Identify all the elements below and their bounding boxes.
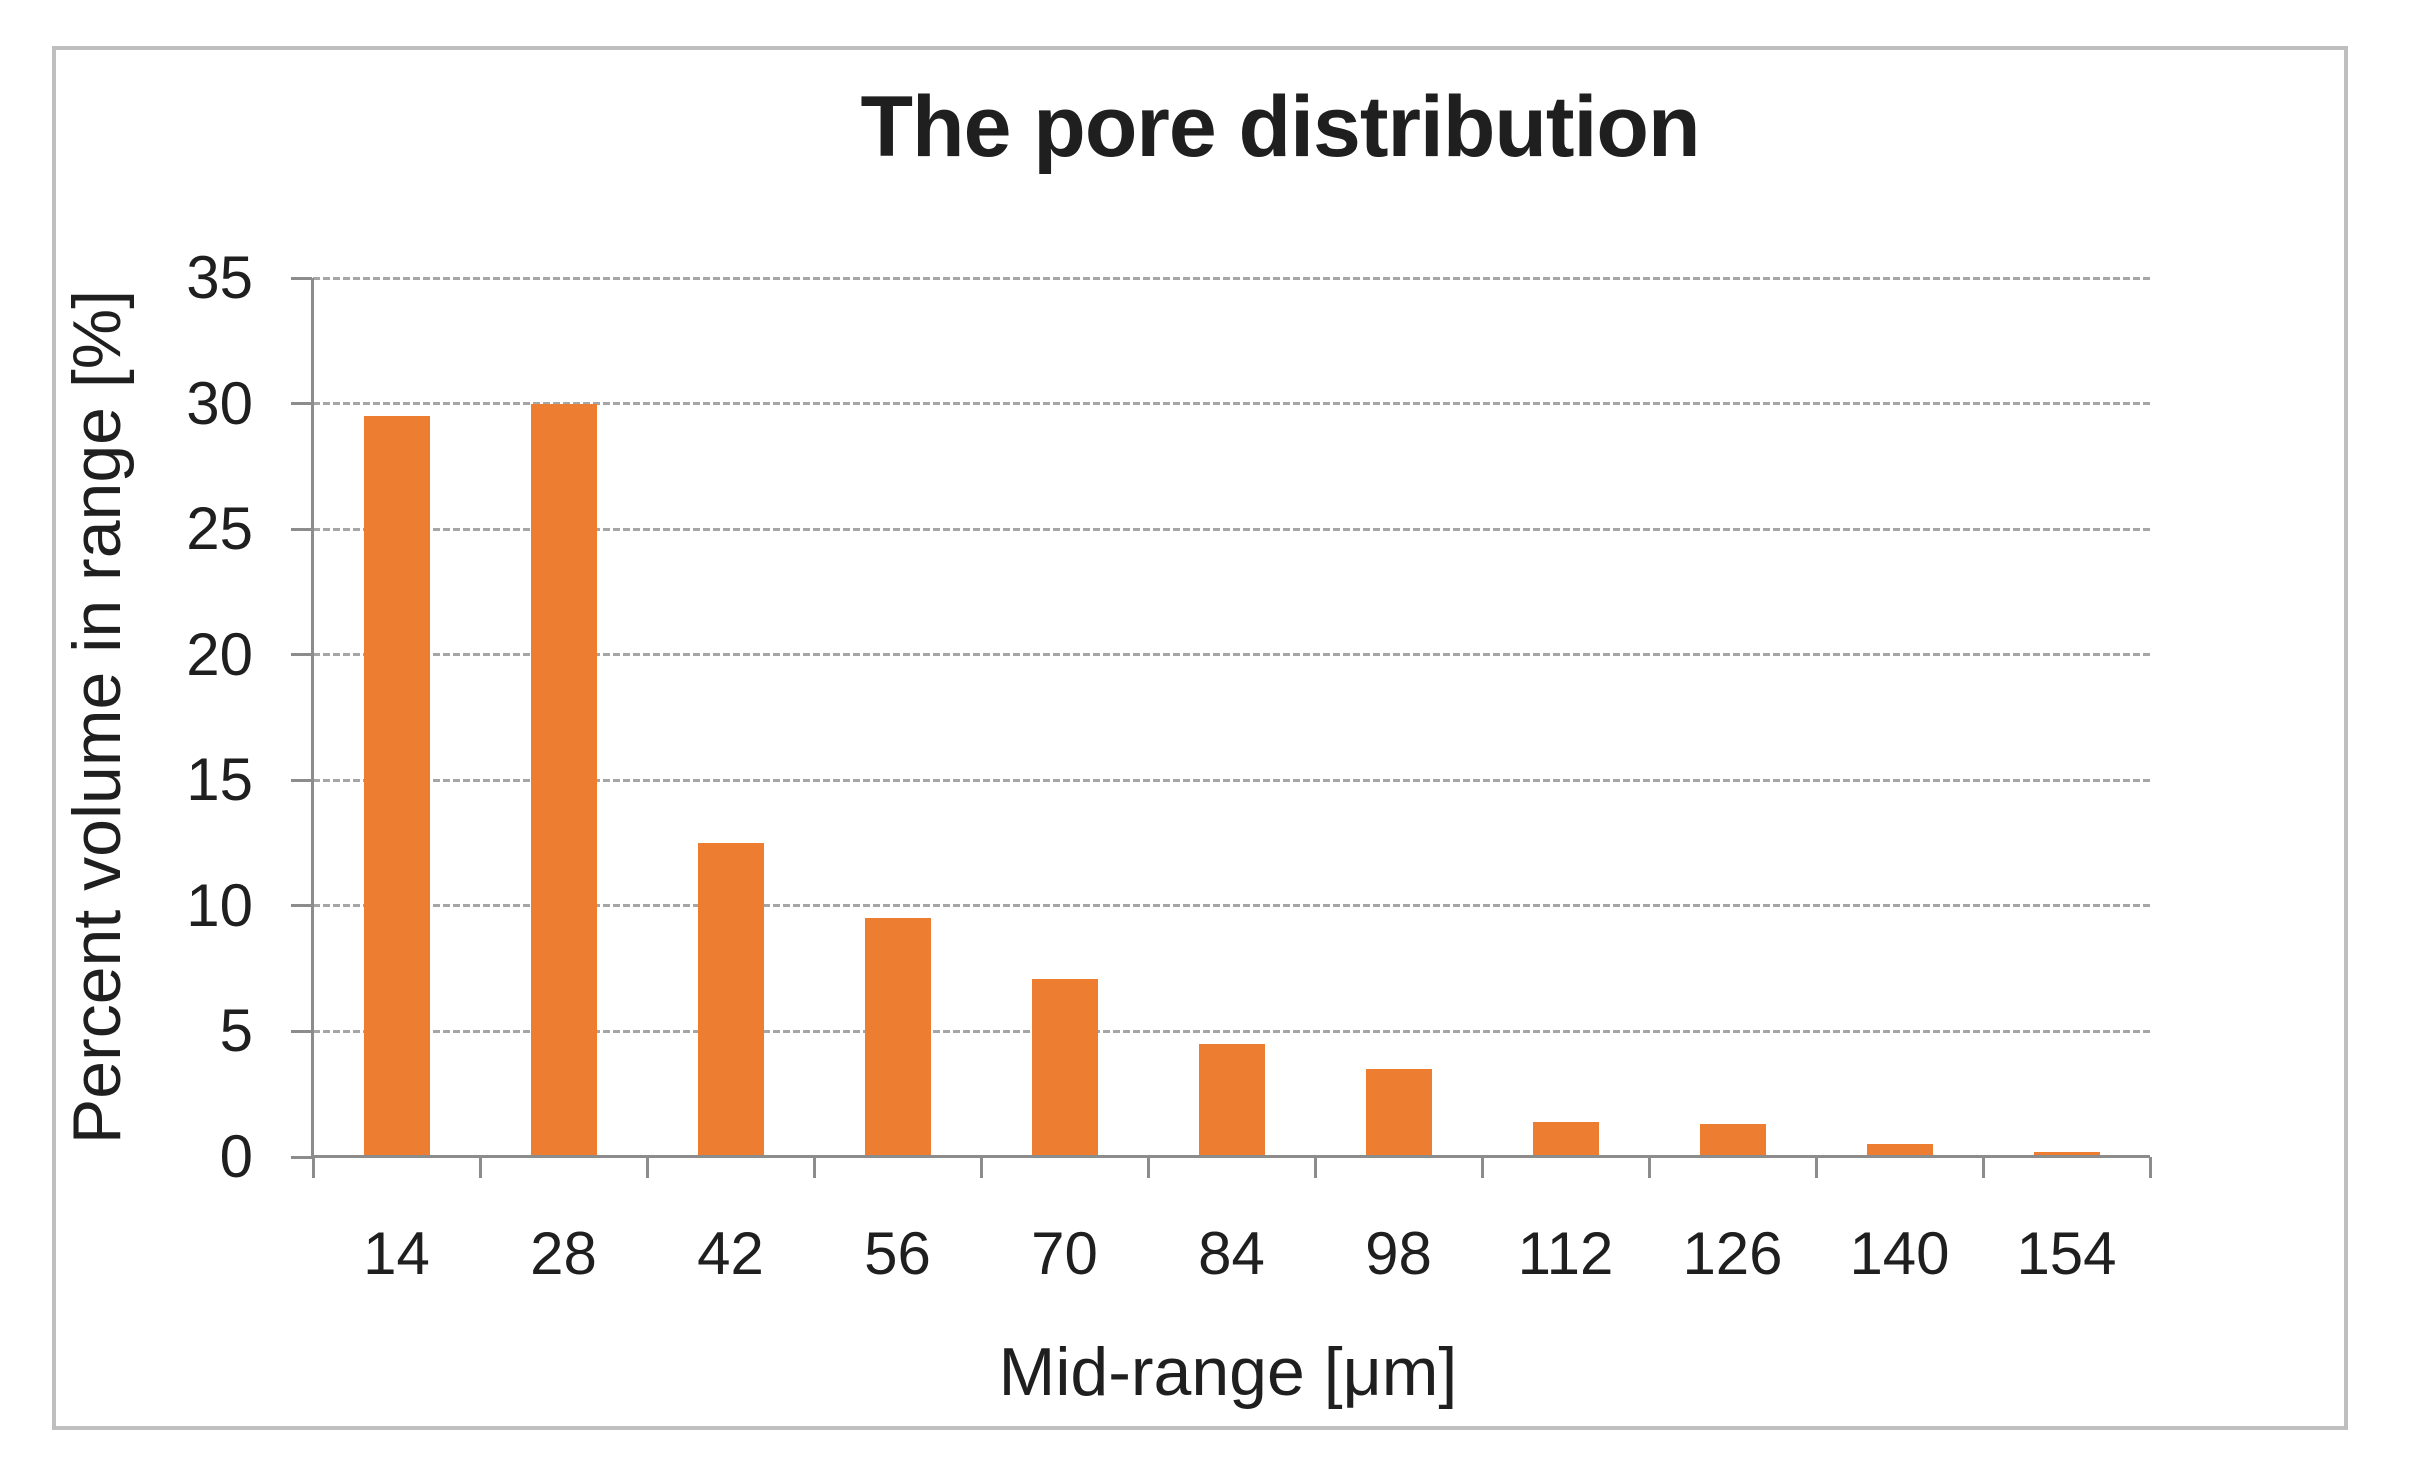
- x-tick-10: [1981, 1157, 1985, 1178]
- bar-112: [1532, 1121, 1599, 1157]
- y-tick-20: [291, 653, 312, 657]
- gridline-10: [313, 904, 2150, 908]
- gridline-30: [313, 402, 2150, 406]
- chart-frame: The pore distribution Percent volume in …: [52, 46, 2348, 1430]
- gridline-20: [313, 653, 2150, 657]
- y-tick-label-20: 20: [186, 620, 253, 688]
- bar-42: [697, 843, 764, 1157]
- y-tick-10: [291, 904, 312, 908]
- x-tick-3: [812, 1157, 816, 1178]
- bar-140: [1866, 1144, 1933, 1157]
- x-axis-line: [313, 1155, 2150, 1158]
- gridline-15: [313, 778, 2150, 782]
- plot-area: [291, 276, 2152, 1178]
- bar-70: [1031, 978, 1098, 1157]
- y-tick-label-10: 10: [186, 871, 253, 939]
- gridline-25: [313, 527, 2150, 531]
- y-tick-15: [291, 778, 312, 782]
- bar-14: [363, 416, 430, 1157]
- y-tick-label-5: 5: [219, 997, 253, 1065]
- x-tick-6: [1313, 1157, 1317, 1178]
- y-axis-line: [311, 278, 314, 1157]
- chart-title: The pore distribution: [860, 79, 1701, 175]
- x-tick-1: [478, 1157, 482, 1178]
- bar-28: [530, 403, 597, 1157]
- y-tick-label-15: 15: [186, 746, 253, 814]
- x-tick-9: [1814, 1157, 1818, 1178]
- bar-56: [864, 918, 931, 1157]
- y-tick-label-25: 25: [186, 495, 253, 563]
- y-tick-30: [291, 402, 312, 406]
- x-tick-2: [645, 1157, 649, 1178]
- x-tick-label-154: 154: [2016, 1220, 2117, 1287]
- y-tick-label-0: 0: [219, 1123, 253, 1190]
- x-tick-5: [1146, 1157, 1150, 1178]
- y-tick-35: [291, 276, 312, 280]
- x-tick-0: [311, 1157, 315, 1178]
- x-tick-label-98: 98: [1365, 1220, 1432, 1287]
- bar-126: [1699, 1124, 1766, 1157]
- bar-98: [1365, 1069, 1432, 1157]
- x-tick-label-14: 14: [363, 1220, 430, 1287]
- x-tick-4: [979, 1157, 983, 1178]
- x-tick-11: [2148, 1157, 2152, 1178]
- y-tick-label-30: 30: [186, 369, 253, 437]
- x-tick-7: [1480, 1157, 1484, 1178]
- x-axis-title: Mid-range [μm]: [998, 1334, 1458, 1410]
- y-tick-0: [291, 1155, 312, 1159]
- y-tick-5: [291, 1029, 312, 1033]
- x-tick-label-112: 112: [1517, 1220, 1614, 1287]
- x-tick-label-140: 140: [1849, 1220, 1950, 1287]
- x-tick-8: [1647, 1157, 1651, 1178]
- x-tick-label-42: 42: [697, 1220, 764, 1287]
- bar-154: [2033, 1151, 2100, 1157]
- x-tick-label-84: 84: [1198, 1220, 1265, 1287]
- bar-84: [1198, 1044, 1265, 1157]
- gridline-5: [313, 1029, 2150, 1033]
- x-tick-label-70: 70: [1031, 1220, 1098, 1287]
- gridline-35: [313, 276, 2150, 280]
- x-tick-label-126: 126: [1682, 1220, 1783, 1287]
- x-tick-label-56: 56: [864, 1220, 931, 1287]
- y-tick-25: [291, 527, 312, 531]
- y-tick-label-35: 35: [186, 244, 253, 311]
- x-tick-label-28: 28: [530, 1220, 597, 1287]
